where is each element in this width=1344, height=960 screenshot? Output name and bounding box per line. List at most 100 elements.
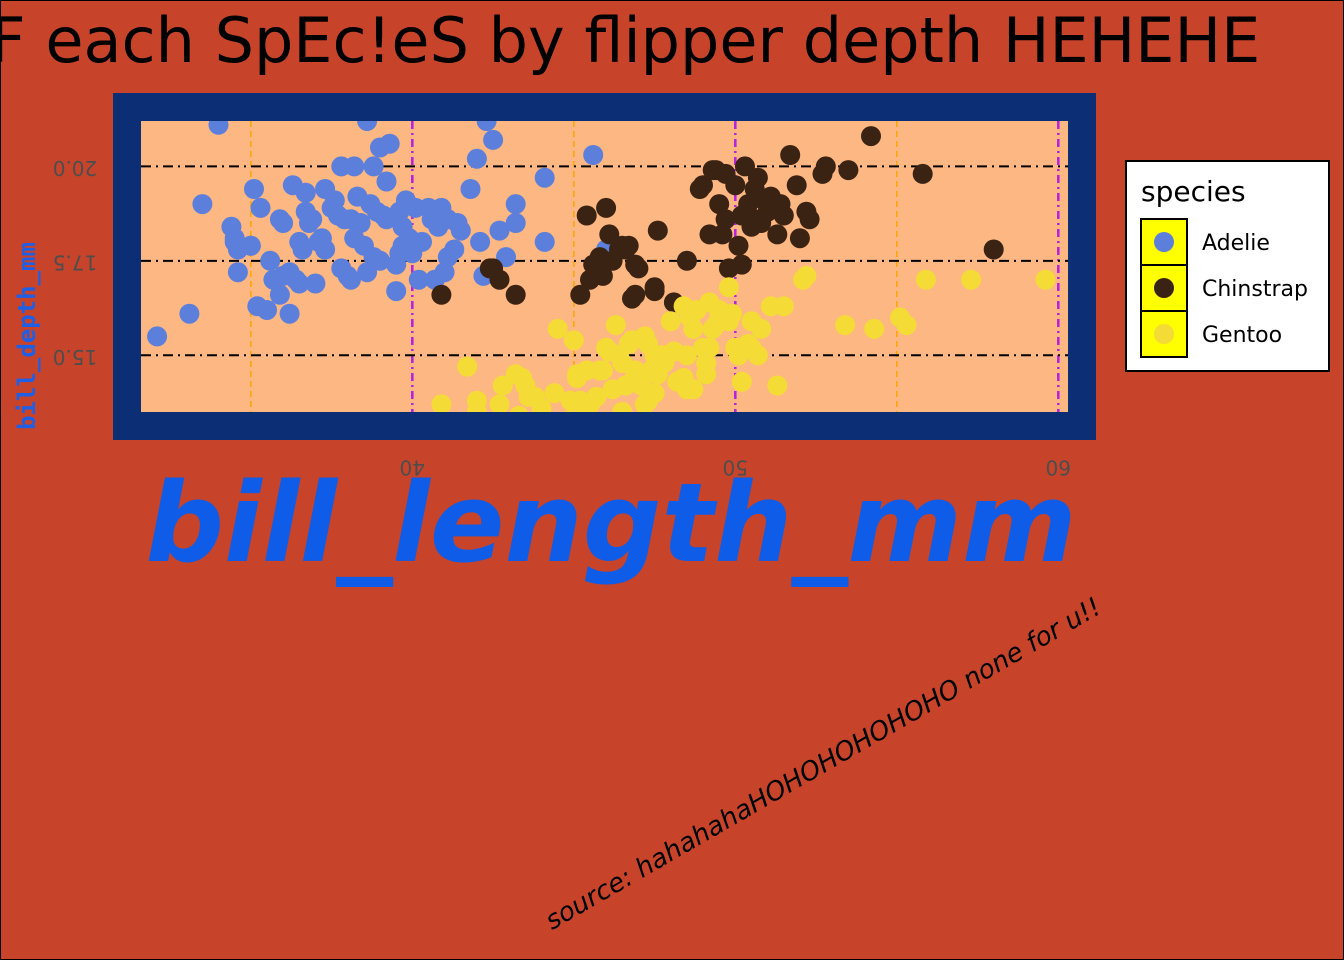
point-adelie-83 — [308, 231, 329, 252]
point-chinstrap-40 — [767, 224, 788, 245]
x-tick-label: 60 — [1046, 456, 1071, 480]
x-tick-labels: 40 50 60 — [400, 456, 1071, 480]
point-chinstrap-42 — [773, 205, 794, 226]
point-chinstrap-25 — [709, 194, 730, 215]
point-chinstrap-56 — [760, 186, 781, 207]
point-gentoo-93 — [592, 360, 613, 381]
point-adelie-96 — [344, 156, 365, 177]
y-axis-title: bill_depth_mm — [13, 242, 41, 430]
point-gentoo-92 — [525, 386, 546, 407]
y-tick-labels: 15.0 17.5 20.0 — [53, 156, 98, 369]
point-gentoo-94 — [654, 352, 675, 373]
point-adelie-71 — [460, 179, 481, 199]
point-adelie-98 — [240, 235, 261, 256]
point-chinstrap-30 — [728, 235, 749, 256]
point-adelie-68 — [444, 239, 465, 260]
point-gentoo-73 — [896, 315, 917, 336]
point-chinstrap-16 — [625, 284, 646, 305]
point-gentoo-96 — [709, 300, 730, 320]
point-gentoo-89 — [599, 341, 620, 362]
y-tick-label: 17.5 — [53, 250, 98, 274]
x-tick-label: 50 — [723, 456, 748, 480]
point-adelie-15 — [269, 284, 290, 305]
legend-title: species — [1141, 175, 1246, 208]
point-chinstrap-61 — [589, 247, 610, 268]
point-adelie-17 — [279, 303, 300, 324]
point-chinstrap-0 — [431, 284, 452, 305]
point-gentoo-10 — [547, 318, 568, 339]
point-adelie-99 — [289, 273, 310, 294]
point-gentoo-78 — [612, 352, 633, 373]
point-gentoo-74 — [696, 352, 717, 373]
point-gentoo-81 — [512, 368, 533, 388]
point-chinstrap-27 — [715, 209, 736, 230]
legend-label-chinstrap: Chinstrap — [1202, 277, 1308, 302]
point-adelie-7 — [244, 179, 264, 199]
legend-marker-chinstrap — [1154, 278, 1174, 298]
point-adelie-77 — [496, 247, 516, 268]
point-chinstrap-57 — [799, 209, 820, 230]
point-adelie-72 — [466, 148, 487, 169]
y-tick-label: 20.0 — [53, 156, 98, 180]
point-adelie-2 — [179, 303, 200, 324]
point-adelie-25 — [302, 209, 323, 230]
point-gentoo-91 — [466, 390, 487, 411]
point-adelie-91 — [534, 231, 555, 252]
data-points — [147, 111, 1056, 434]
point-adelie-3 — [192, 194, 213, 215]
point-chinstrap-64 — [644, 281, 665, 302]
point-chinstrap-21 — [676, 250, 697, 271]
point-gentoo-35 — [644, 383, 665, 404]
point-chinstrap-32 — [735, 156, 755, 177]
point-chinstrap-4 — [570, 284, 591, 305]
x-axis-title: bill_length_mm — [145, 459, 1076, 587]
point-adelie-75 — [483, 129, 504, 150]
point-gentoo-63 — [767, 375, 788, 396]
point-gentoo-9 — [544, 383, 565, 404]
point-adelie-76 — [489, 220, 510, 241]
point-gentoo-90 — [492, 375, 513, 396]
point-adelie-47 — [370, 250, 390, 271]
point-adelie-82 — [282, 175, 303, 196]
point-adelie-37 — [340, 269, 361, 290]
point-adelie-80 — [224, 231, 245, 252]
point-gentoo-66 — [796, 265, 817, 286]
legend-label-gentoo: Gentoo — [1202, 323, 1282, 348]
point-adelie-6 — [227, 262, 248, 283]
panel-border — [113, 93, 1096, 440]
point-chinstrap-9 — [599, 224, 620, 245]
point-adelie-42 — [357, 262, 378, 283]
legend: species Adelie Chinstrap Gentoo — [1125, 160, 1330, 372]
legend-marker-adelie — [1154, 232, 1174, 252]
point-adelie-84 — [350, 213, 371, 233]
point-adelie-79 — [505, 213, 526, 233]
point-adelie-70 — [450, 220, 471, 241]
point-adelie-94 — [273, 213, 294, 233]
point-adelie-85 — [399, 228, 420, 249]
point-gentoo-48 — [699, 337, 720, 358]
point-gentoo-87 — [683, 318, 704, 339]
point-adelie-10 — [250, 197, 271, 218]
point-chinstrap-14 — [618, 235, 639, 256]
point-adelie-44 — [363, 156, 384, 177]
point-adelie-53 — [386, 281, 407, 302]
point-adelie-12 — [260, 250, 281, 271]
point-chinstrap-50 — [861, 126, 881, 147]
point-gentoo-12 — [563, 330, 584, 351]
point-gentoo-79 — [567, 368, 587, 388]
point-adelie-78 — [505, 194, 526, 215]
chart-title: F each SpEc!eS by flipper depth HEHEHE — [0, 4, 1260, 77]
point-gentoo-3 — [489, 394, 510, 415]
point-adelie-26 — [305, 273, 326, 294]
point-chinstrap-36 — [747, 167, 768, 188]
point-chinstrap-3 — [505, 284, 526, 305]
point-chinstrap-8 — [596, 197, 617, 218]
point-gentoo-80 — [560, 390, 581, 411]
point-adelie-90 — [534, 167, 555, 188]
point-adelie-31 — [324, 190, 345, 211]
point-gentoo-42 — [676, 345, 697, 366]
point-adelie-89 — [470, 231, 491, 252]
point-gentoo-0 — [431, 394, 452, 415]
point-chinstrap-5 — [576, 205, 597, 226]
